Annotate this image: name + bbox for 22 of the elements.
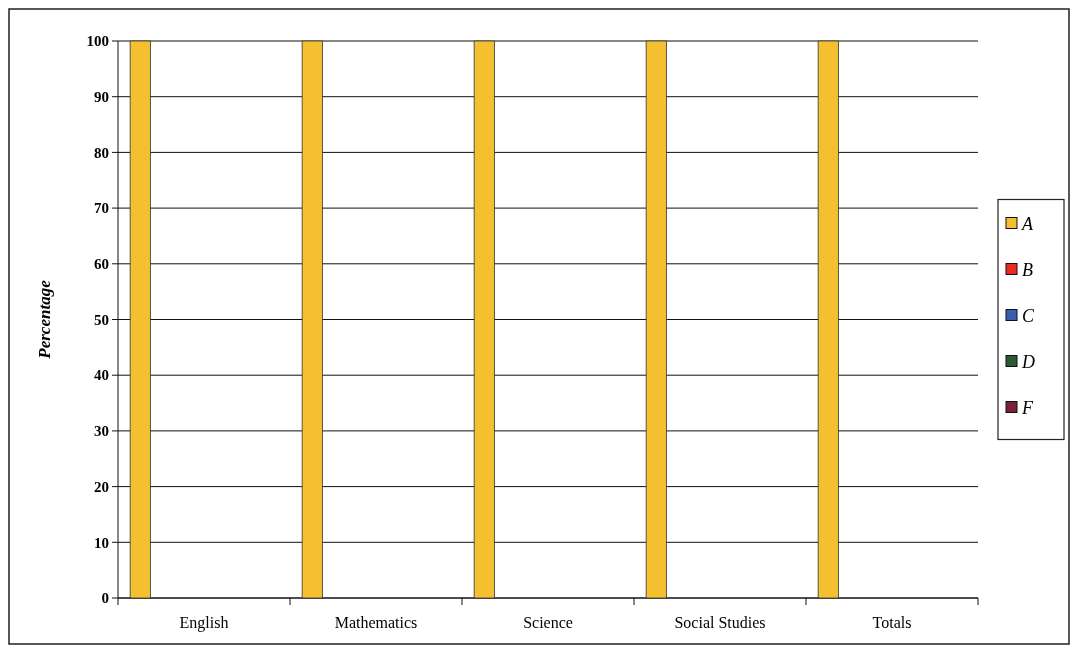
legend-label: D <box>1021 351 1035 372</box>
y-tick-label: 60 <box>94 256 109 273</box>
y-tick-label: 80 <box>94 144 109 161</box>
x-tick-label: Totals <box>872 614 912 631</box>
legend-label: F <box>1021 397 1034 418</box>
y-tick-label: 100 <box>86 33 109 50</box>
x-tick-label: Social Studies <box>674 614 766 631</box>
y-tick-label: 30 <box>94 423 109 440</box>
y-tick-label: 20 <box>94 478 109 495</box>
legend-label: C <box>1022 305 1035 326</box>
y-tick-label: 70 <box>94 200 109 217</box>
x-tick-label: Science <box>523 614 573 631</box>
x-tick-label: Mathematics <box>334 614 418 631</box>
y-tick-label: 90 <box>94 88 109 105</box>
legend-label: A <box>1021 213 1034 234</box>
y-tick-label: 10 <box>94 534 109 551</box>
legend-label: B <box>1022 259 1033 280</box>
y-tick-label: 50 <box>94 311 109 328</box>
x-tick-label: English <box>179 614 229 632</box>
y-axis-title: Percentage <box>35 279 54 360</box>
y-tick-label: 0 <box>101 590 109 607</box>
y-tick-label: 40 <box>94 367 109 384</box>
